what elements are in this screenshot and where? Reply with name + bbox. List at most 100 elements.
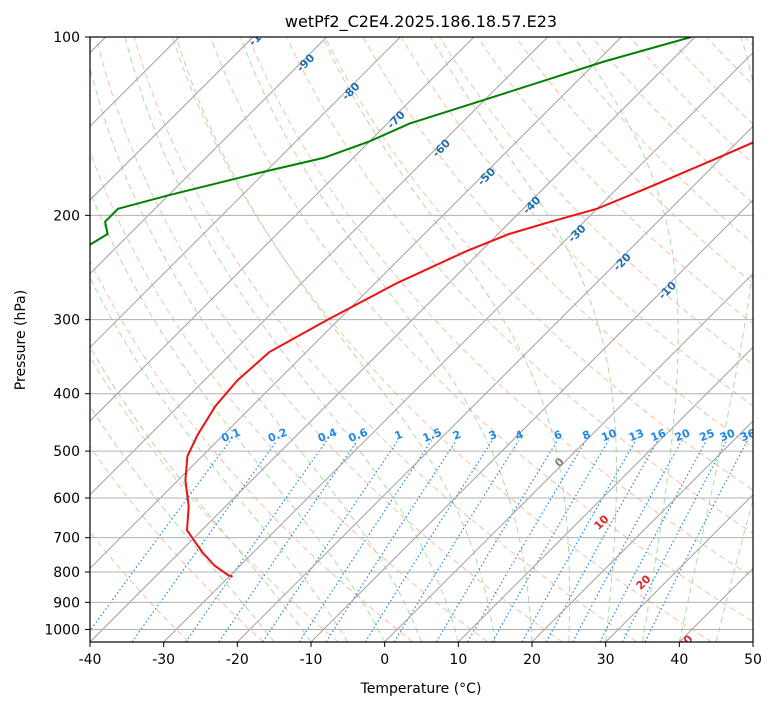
y-tick-label: 200 [53, 208, 80, 224]
dry-adiabat-line [248, 37, 753, 578]
mixing-ratio-line [262, 440, 399, 642]
mixing-ratio-label: 1 [393, 428, 405, 443]
dry-adiabat-line [515, 37, 753, 284]
y-tick-label: 700 [53, 531, 80, 547]
dry-adiabat-line [744, 37, 753, 47]
moist-adiabat-line [239, 37, 533, 642]
mixing-ratio-label: 2 [451, 428, 463, 443]
x-tick-label: 0 [380, 652, 389, 668]
mixing-ratio-label: 4 [513, 428, 525, 443]
x-tick-label: 30 [597, 652, 615, 668]
mixing-ratio-line [298, 440, 432, 642]
x-tick-label: 10 [449, 652, 467, 668]
isotherm-line [678, 567, 753, 642]
dry-adiabat-label: -90 [294, 51, 317, 74]
moist-adiabat-line [90, 276, 349, 642]
mixing-ratio-line [491, 440, 609, 642]
mixing-ratio-line [364, 440, 493, 642]
plot-area: -100-90-80-70-60-50-40-30-20-10010203040… [90, 20, 758, 642]
mixing-ratio-line [521, 440, 637, 642]
dry-adiabat-line [591, 37, 753, 204]
moist-adiabat-line [430, 37, 617, 642]
mixing-ratio-label: 3 [487, 428, 499, 443]
moist-adiabat-line [90, 345, 312, 642]
x-tick-label: -30 [152, 652, 175, 668]
dry-adiabat-line [668, 37, 753, 125]
moist-adiabat-label: 10 [592, 512, 612, 532]
moist-adiabat-line [124, 37, 459, 642]
x-tick-label: -10 [300, 652, 323, 668]
temperature-profile [184, 141, 753, 578]
mixing-ratio-line [644, 440, 748, 642]
isotherm-line [752, 641, 753, 642]
y-tick-label: 300 [53, 313, 80, 329]
moist-adiabat-line [322, 37, 571, 642]
dry-adiabat-line [90, 259, 414, 642]
chart-title: wetPf2_C2E4.2025.186.18.57.E23 [285, 12, 557, 32]
dry-adiabat-label: -70 [385, 108, 408, 131]
mixing-ratio-label: 25 [697, 426, 716, 444]
x-axis-title: Temperature (°C) [360, 681, 482, 697]
y-tick-label: 600 [53, 491, 80, 507]
mixing-ratio-line [545, 440, 659, 642]
dry-adiabat-line [90, 445, 264, 642]
x-tick-label: -40 [79, 652, 102, 668]
dewpoint-profile [90, 37, 692, 246]
isotherm-line [90, 37, 696, 642]
mixing-ratio-label: 30 [718, 426, 737, 444]
mixing-ratio-line [572, 440, 683, 642]
mixing-ratio-line [466, 440, 587, 642]
mixing-ratio-line [599, 440, 707, 642]
mixing-ratio-label: 0.2 [266, 426, 289, 445]
mixing-ratio-label: 0.6 [347, 426, 370, 445]
mixing-ratio-label: 0.1 [219, 426, 242, 445]
mixing-ratio-label: 20 [673, 426, 692, 444]
dry-adiabat-line [324, 37, 753, 491]
mixing-ratio-line [621, 440, 728, 642]
y-axis-title: Pressure (hPa) [13, 290, 29, 390]
dry-adiabat-label: -30 [565, 222, 588, 245]
mixing-ratio-label: 36 [739, 426, 758, 444]
axes: -40 -30 -20 -10 0 10 20 30 40 50 100 200 300 400 500 60… [44, 30, 762, 668]
dry-adiabat-line [171, 37, 712, 642]
dry-adiabat-label: -40 [520, 193, 543, 216]
dry-adiabat-label: -100 [246, 20, 275, 49]
mixing-ratio-line [218, 440, 358, 642]
mixing-ratio-line [185, 440, 328, 642]
mixing-ratio-line [131, 440, 278, 642]
moist-adiabat-line [574, 37, 679, 642]
mixing-ratio-label: 16 [649, 426, 668, 444]
mixing-ratio-line [393, 440, 520, 642]
x-tick-label: 40 [670, 652, 688, 668]
mixing-ratio-line [325, 440, 457, 642]
mixing-ratio-label: 8 [580, 428, 592, 443]
dry-adiabat-label: -50 [475, 165, 498, 188]
mixing-ratio-label: 13 [627, 426, 646, 444]
isotherm-line [90, 37, 475, 422]
dry-adiabat-line [133, 37, 638, 642]
y-tick-label: 100 [53, 30, 80, 46]
isotherm-line [236, 125, 753, 642]
moist-adiabat-line [715, 498, 753, 642]
isotherm-line [90, 37, 254, 201]
isotherm-line [384, 272, 753, 642]
moist-adiabat-line [90, 189, 386, 642]
isotherm-line [605, 493, 753, 642]
dry-adiabat-line [286, 37, 753, 534]
dry-adiabat-line [90, 356, 339, 642]
dry-adiabat-line [95, 37, 563, 642]
dry-adiabat-line [706, 37, 753, 86]
dry-adiabat-label: -20 [611, 250, 634, 273]
mixing-ratio-label: 10 [600, 426, 619, 444]
y-tick-label: 400 [53, 387, 80, 403]
mixing-ratio-line [90, 440, 231, 632]
y-tick-label: 800 [53, 565, 80, 581]
x-tick-label: 50 [744, 652, 762, 668]
dry-adiabat-line [90, 150, 488, 642]
isotherm-line [163, 51, 753, 642]
isotherm-line [90, 37, 622, 570]
y-tick-label: 500 [53, 444, 80, 460]
plot-frame [89, 36, 754, 643]
y-tick-label: 900 [53, 595, 80, 611]
